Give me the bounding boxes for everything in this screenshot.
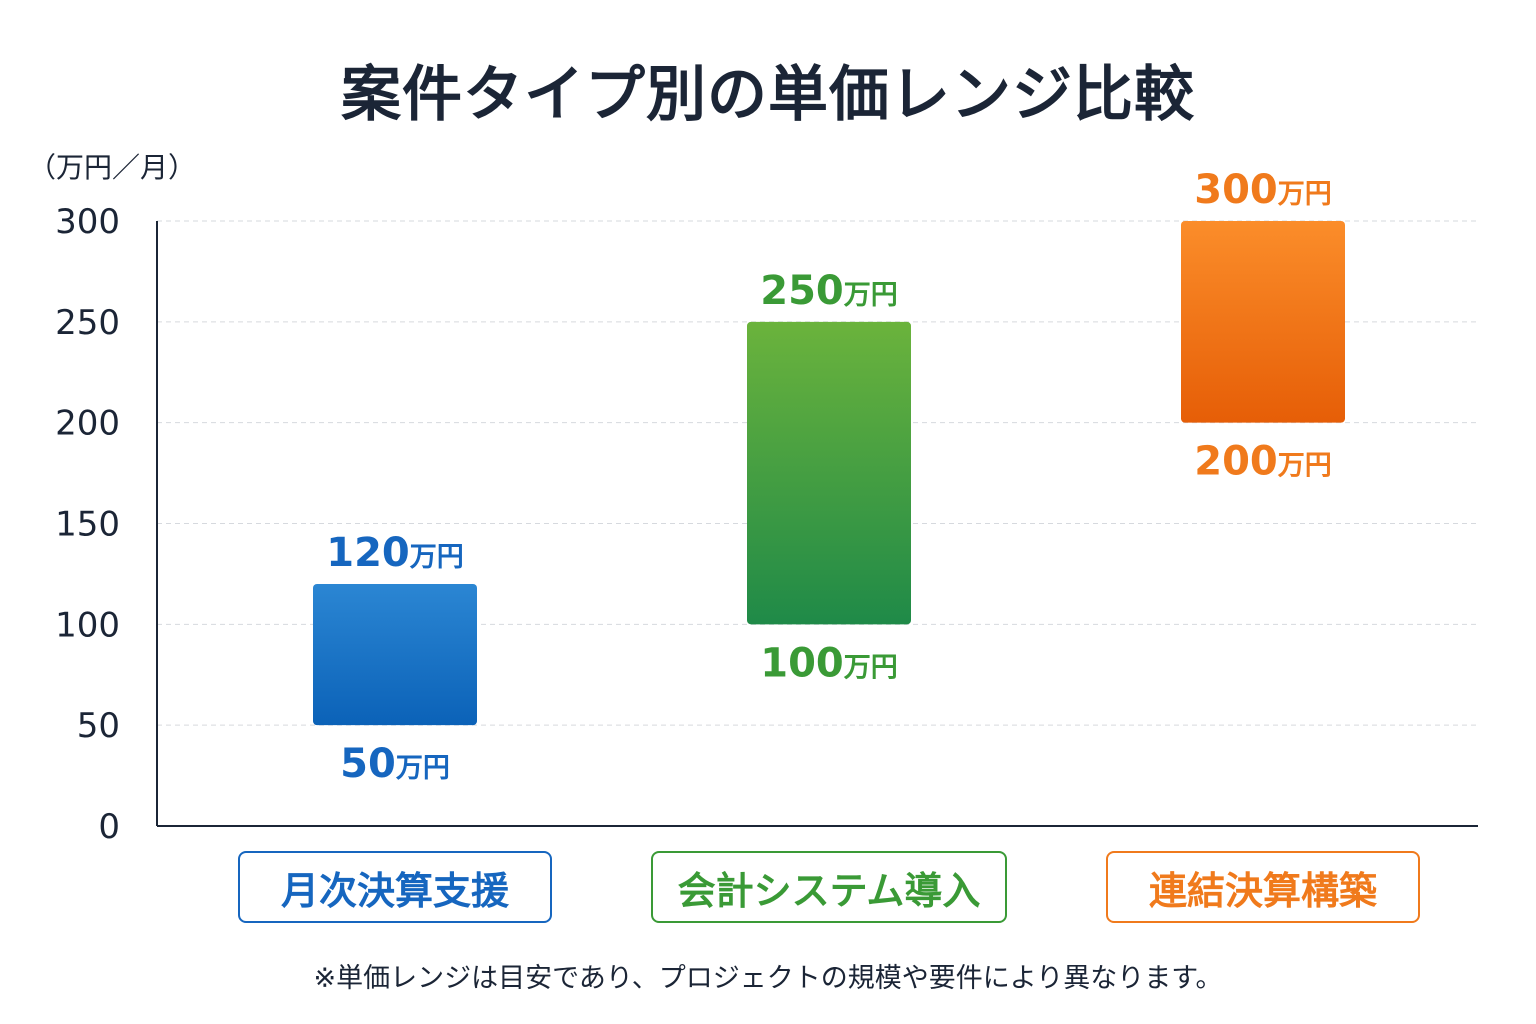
low-value-label: 100万円 bbox=[760, 640, 898, 686]
chart-title: 案件タイプ別の単価レンジ比較 bbox=[341, 60, 1195, 130]
y-tick-label: 250 bbox=[55, 303, 120, 343]
footnote: ※単価レンジは目安であり、プロジェクトの規模や要件により異なります。 bbox=[313, 963, 1223, 994]
high-value-label: 250万円 bbox=[760, 268, 898, 314]
low-value-label: 50万円 bbox=[340, 741, 450, 787]
y-tick-label: 300 bbox=[55, 202, 120, 242]
range-bar bbox=[313, 584, 477, 726]
y-tick-label: 50 bbox=[77, 706, 120, 746]
high-value-label: 120万円 bbox=[326, 530, 464, 576]
high-value-label: 300万円 bbox=[1194, 167, 1332, 213]
y-tick-label: 100 bbox=[55, 605, 120, 645]
y-tick-label: 150 bbox=[55, 505, 120, 545]
range-bar bbox=[1181, 221, 1345, 423]
y-axis-unit-label: （万円／月） bbox=[28, 151, 197, 184]
y-tick-label: 200 bbox=[55, 404, 120, 444]
y-tick-label: 0 bbox=[98, 807, 120, 847]
low-value-label: 200万円 bbox=[1194, 439, 1332, 485]
range-bar bbox=[747, 321, 911, 625]
category-label-monthly-closing: 月次決算支援 bbox=[238, 851, 552, 923]
category-label-consolidated-closing: 連結決算構築 bbox=[1106, 851, 1420, 923]
category-label-accounting-system: 会計システム導入 bbox=[651, 851, 1007, 923]
